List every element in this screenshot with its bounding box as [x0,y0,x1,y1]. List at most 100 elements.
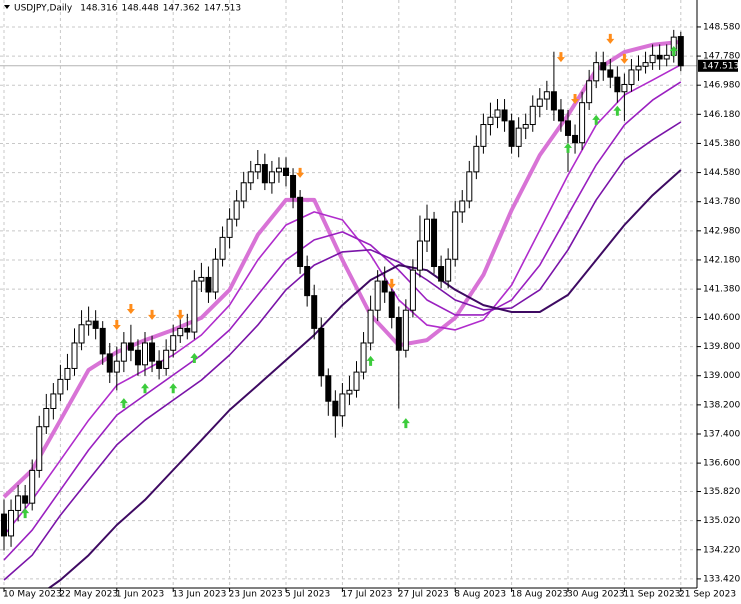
candle-body [297,196,304,268]
candle-body [586,80,593,104]
candle-body [656,54,663,60]
candle-body [579,102,586,144]
y-tick-label: 140.600 [703,313,740,323]
y-tick-label: 145.380 [703,139,740,149]
candle-body [332,400,339,417]
candle-body [515,127,522,147]
x-tick-label: 1 Jun 2023 [116,590,164,600]
candle-body [424,218,430,242]
candle-body [572,134,579,144]
candle-body [212,258,219,293]
x-tick-label: 27 Jul 2023 [398,590,449,600]
candle-body [649,54,656,64]
grid [0,0,697,588]
moving-average [3,121,682,581]
candle-body [127,342,134,351]
candle-body [29,469,36,504]
candle-body [233,200,240,220]
candle-body [163,349,170,369]
candle-body [557,109,564,122]
x-tick-label: 13 Jun 2023 [172,590,226,600]
x-tick-label: 23 Jun 2023 [229,590,283,600]
y-tick-label: 135.820 [703,487,740,497]
candle-body [642,62,649,67]
candle-body [353,371,360,391]
candle-body [487,116,494,126]
buy-arrow [613,105,622,116]
header-icon [4,5,10,9]
x-tick-label: 8 Aug 2023 [454,590,506,600]
candle-body [247,171,254,184]
candle-body [106,353,113,373]
moving-average [47,169,682,588]
y-tick-label: 139.000 [703,371,740,381]
y-tick-label: 135.020 [703,516,740,526]
candle-body [226,218,233,238]
candle-body [550,91,557,111]
x-tick-label: 21 Sep 2023 [679,590,736,600]
candle-body [360,342,367,373]
sell-arrow [387,278,396,289]
candle-body [318,327,325,377]
candle-body [64,367,71,380]
y-tick-label: 141.380 [703,285,740,295]
buy-arrow [401,418,410,429]
candle-body [494,109,501,118]
y-tick-label: 142.180 [703,255,740,265]
candle-body [677,36,684,67]
candle-body [283,167,289,176]
candle-body [311,295,318,329]
candle-body [374,280,381,311]
candle-body [565,120,571,136]
y-tick-label: 143.780 [703,197,740,207]
candle-body [219,236,226,260]
y-tick-label: 147.780 [703,52,740,62]
candle-body [205,276,212,293]
x-tick-label: 5 Jul 2023 [285,590,330,600]
buy-arrow [119,398,128,409]
candle-body [402,309,409,351]
y-tick-label: 146.980 [703,81,740,91]
buy-arrow [366,355,375,366]
sell-arrow [176,309,185,320]
y-tick-label: 139.800 [703,342,740,352]
candle-body [614,76,621,93]
candle-body [438,266,445,282]
candle-body [381,280,388,293]
y-tick-label: 148.580 [703,22,740,32]
header-value: 147.513 [204,4,241,14]
candle-body [36,426,43,471]
candle-body [628,69,635,85]
x-tick-label: 30 Aug 2023 [567,590,625,600]
candle-body [325,375,332,402]
buy-arrow [592,114,601,125]
candle-body [15,495,22,511]
candle-body [621,83,628,93]
candle-body [367,309,374,344]
candle-body [536,98,543,107]
header-value: 148.316 [80,4,117,14]
y-tick-label: 137.400 [703,429,740,439]
candle-body [459,200,466,213]
candle-body [543,91,550,100]
y-tick-label: 138.200 [703,400,740,410]
candle-body [663,54,670,60]
candle-body [304,266,311,297]
candle-body [593,62,600,82]
sell-arrow [620,53,629,64]
candle-body [416,240,423,271]
sell-arrow [571,93,580,104]
candle-body [198,276,205,282]
candle-body [480,124,487,147]
candle-body [445,258,452,282]
y-tick-label: 134.220 [703,545,740,555]
x-tick-label: 22 May 2023 [59,590,118,600]
candle-body [508,120,515,147]
sell-arrow [606,33,615,44]
candle-body [431,218,438,268]
buy-arrow [169,383,178,394]
candle-body [57,378,64,395]
candle-body [120,342,127,362]
